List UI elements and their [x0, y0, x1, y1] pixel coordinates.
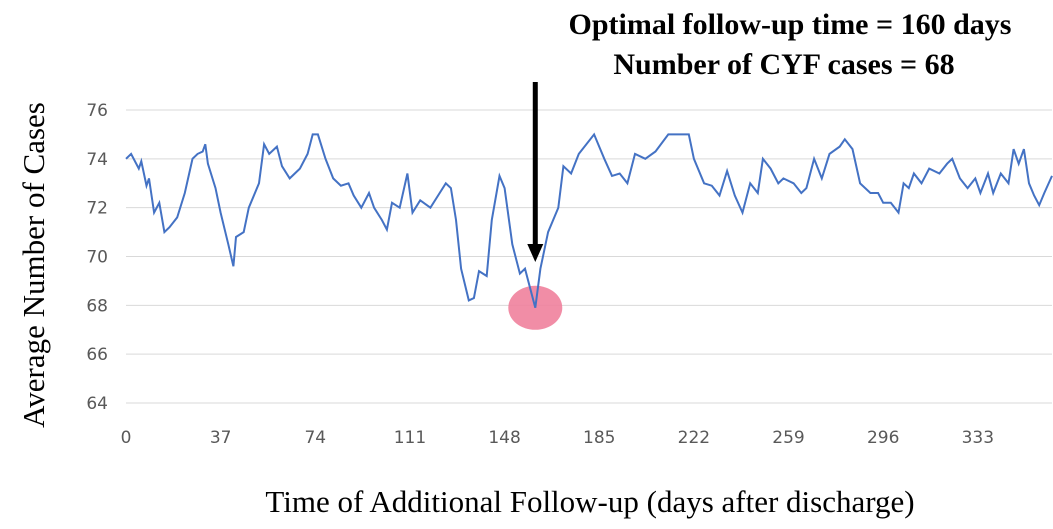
x-tick-label: 37	[210, 428, 232, 448]
x-tick-label: 0	[121, 428, 132, 448]
y-tick-label: 72	[86, 199, 108, 219]
y-tick-label: 66	[86, 345, 108, 365]
y-tick-label: 64	[86, 394, 108, 414]
x-tick-label: 259	[772, 428, 804, 448]
y-tick-label: 76	[86, 101, 108, 121]
x-tick-label: 148	[488, 428, 520, 448]
y-tick-label: 68	[86, 296, 108, 316]
annotation: Optimal follow-up time = 160 days	[569, 8, 1012, 41]
x-tick-label: 74	[304, 428, 326, 448]
y-tick-label: 70	[86, 248, 108, 268]
x-tick-label: 296	[867, 428, 899, 448]
x-tick-label: 185	[583, 428, 615, 448]
y-tick-label: 74	[86, 150, 108, 170]
y-axis-label: Average Number of Cases	[16, 102, 51, 428]
x-axis-label: Time of Additional Follow-up (days after…	[265, 484, 914, 519]
x-tick-label: 111	[394, 428, 426, 448]
x-tick-label: 333	[962, 428, 994, 448]
x-tick-label: 222	[678, 428, 710, 448]
annotation: Number of CYF cases = 68	[613, 48, 954, 81]
data-line	[125, 132, 1053, 309]
arrow-head	[527, 244, 544, 262]
